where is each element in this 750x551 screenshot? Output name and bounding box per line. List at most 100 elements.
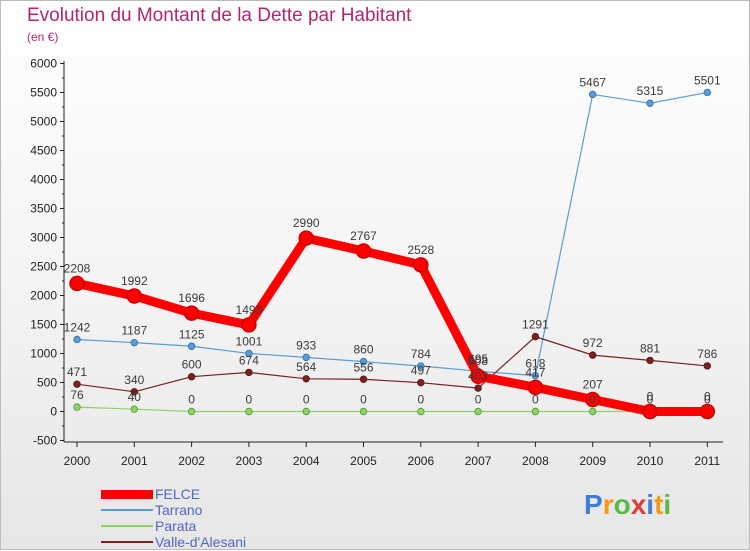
data-point <box>703 362 711 370</box>
data-point <box>646 99 654 107</box>
y-tick-label: 1000 <box>30 347 57 361</box>
x-tick-label: 2003 <box>236 454 263 468</box>
data-label: 0 <box>704 393 711 407</box>
data-point <box>302 407 310 416</box>
data-point <box>355 243 372 259</box>
x-tick-label: 2010 <box>637 454 664 468</box>
logo-letter: i <box>663 489 672 520</box>
chart-title: Evolution du Montant de la Dette par Hab… <box>27 5 412 26</box>
x-tick-label: 2009 <box>579 454 606 468</box>
data-point <box>589 351 597 359</box>
data-point <box>126 288 143 304</box>
data-label: 2990 <box>293 216 320 230</box>
data-point <box>413 257 429 273</box>
data-point <box>417 362 425 370</box>
x-tick-label: 2005 <box>350 454 377 468</box>
y-tick-label: 6000 <box>30 57 57 71</box>
legend-label: FELCE <box>155 486 201 502</box>
data-label: 860 <box>353 343 373 357</box>
data-label: 0 <box>532 393 539 407</box>
data-label: 403 <box>468 369 488 383</box>
data-point <box>130 405 138 413</box>
y-tick-label: 5500 <box>30 86 57 100</box>
data-label: 1242 <box>64 320 91 334</box>
data-point <box>130 388 138 396</box>
x-tick-label: 2008 <box>522 454 549 468</box>
data-label: 0 <box>589 393 596 407</box>
logo-letter: o <box>613 489 631 520</box>
data-label: 497 <box>411 364 431 378</box>
data-point <box>703 88 711 97</box>
data-point <box>531 407 540 416</box>
data-point <box>302 353 310 362</box>
data-label: 933 <box>296 338 316 352</box>
data-label: 207 <box>583 377 603 391</box>
data-point <box>359 407 368 416</box>
data-point <box>646 356 654 365</box>
data-point <box>699 403 716 420</box>
x-tick-label: 2001 <box>121 454 148 468</box>
x-tick-label: 2011 <box>694 454 720 468</box>
data-point <box>73 335 81 344</box>
legend-swatch <box>101 489 153 499</box>
data-label: 600 <box>182 358 202 372</box>
data-point <box>298 230 314 246</box>
data-point <box>73 380 81 388</box>
data-point <box>187 342 196 350</box>
series-line-parata <box>76 406 708 413</box>
y-tick-label: -500 <box>33 434 57 448</box>
chart-unit: (en €) <box>27 30 59 44</box>
data-label: 881 <box>640 341 660 355</box>
y-tick-label: 2500 <box>30 260 57 274</box>
data-label: 0 <box>417 393 424 407</box>
data-label: 674 <box>239 353 259 367</box>
data-label: 1992 <box>121 274 148 288</box>
data-point <box>417 407 425 416</box>
y-tick-label: 4500 <box>30 144 57 158</box>
data-label: 618 <box>525 357 545 371</box>
data-label: 5501 <box>694 73 721 87</box>
data-point <box>69 275 85 292</box>
y-tick-label: 5000 <box>30 115 57 129</box>
data-label: 0 <box>360 393 367 407</box>
data-point <box>589 407 597 416</box>
data-point <box>474 407 482 416</box>
data-label: 0 <box>188 393 195 407</box>
data-label: 2208 <box>64 261 91 275</box>
data-label: 1125 <box>179 327 205 341</box>
data-label: 1291 <box>522 318 549 332</box>
series-line-felce <box>72 233 712 416</box>
x-tick-label: 2000 <box>64 454 91 468</box>
data-label: 417 <box>525 365 545 379</box>
data-label: 608 <box>468 354 488 368</box>
data-label: 1493 <box>236 303 263 317</box>
data-point <box>302 375 310 383</box>
legend-swatch <box>101 541 153 543</box>
data-point <box>245 349 253 358</box>
data-point <box>73 403 81 411</box>
data-label: 695 <box>468 352 488 366</box>
data-label: 0 <box>303 393 310 407</box>
data-label: 0 <box>647 393 654 407</box>
y-tick-label: 500 <box>37 376 57 390</box>
x-tick-label: 2006 <box>407 454 434 468</box>
logo-letter: i <box>646 489 655 520</box>
data-point <box>470 368 486 384</box>
data-point <box>474 384 482 392</box>
data-label: 76 <box>70 388 84 402</box>
legend-label: Valle-d'Alesani <box>155 534 247 550</box>
data-point <box>183 305 200 321</box>
data-point <box>187 407 196 416</box>
data-label: 5467 <box>579 75 606 89</box>
y-tick-label: 0 <box>50 405 57 419</box>
logo-letter: x <box>630 489 647 520</box>
series-line-tarrano <box>76 91 708 377</box>
data-point <box>642 403 658 420</box>
data-point <box>531 371 540 380</box>
data-label: 0 <box>246 393 253 407</box>
data-point <box>241 317 257 333</box>
data-point <box>245 368 253 377</box>
data-label: 972 <box>583 336 603 350</box>
data-label: 564 <box>296 360 316 374</box>
